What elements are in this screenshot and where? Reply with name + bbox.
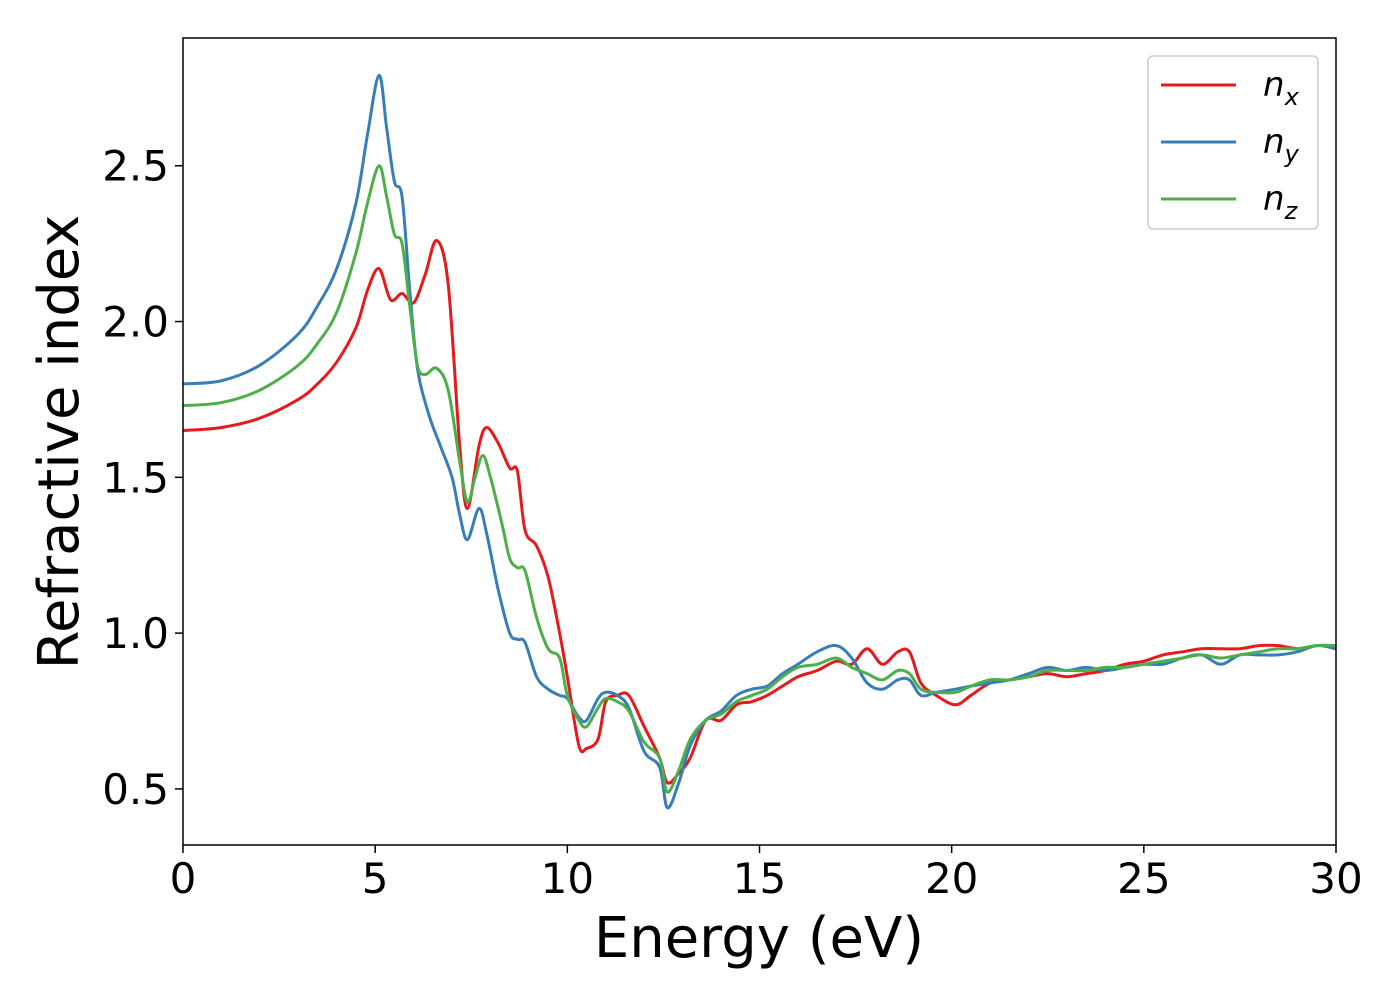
x-tick-label: 20 [925,854,978,903]
x-tick-label: 10 [541,854,594,903]
legend-label-x: nx [1263,65,1300,111]
x-tick-label: 5 [362,854,389,903]
y-tick-label: 2.5 [102,142,169,191]
x-tick-label: 15 [733,854,786,903]
x-tick-label: 25 [1117,854,1170,903]
x-axis-label: Energy (eV) [594,906,924,971]
series-line-x [183,239,1336,785]
y-tick-label: 0.5 [102,765,169,814]
y-tick-label: 2.0 [102,298,169,347]
x-tick-label: 0 [170,854,197,903]
y-tick-label: 1.5 [102,453,169,502]
plot-area [183,73,1336,810]
y-axis-label: Refractive index [27,215,92,670]
y-tick-label: 1.0 [102,609,169,658]
x-tick-label: 30 [1309,854,1362,903]
axes: 0 5 10 15 20 25 30 0.5 1.0 1.5 2.0 2.5 [102,37,1363,903]
series-line-z [183,164,1336,794]
